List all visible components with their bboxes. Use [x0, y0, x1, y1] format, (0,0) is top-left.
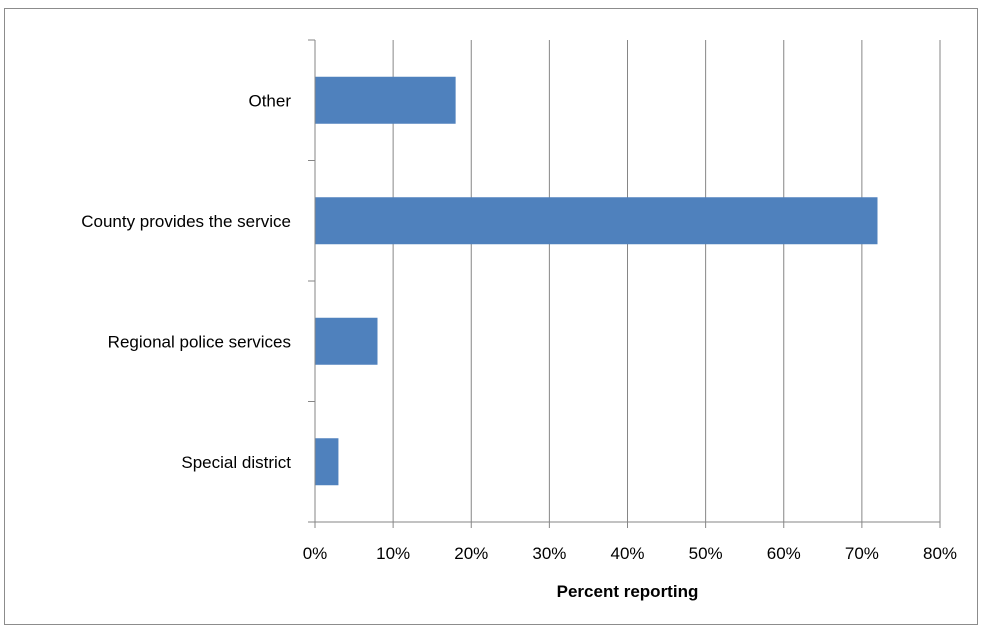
category-label: Special district — [181, 453, 291, 472]
gridlines — [392, 40, 941, 522]
x-tick-label: 0% — [303, 544, 328, 563]
bars — [315, 76, 878, 486]
x-tick-label: 80% — [923, 544, 957, 563]
x-axis-title: Percent reporting — [557, 582, 699, 601]
x-tick-label: 40% — [610, 544, 644, 563]
bar — [315, 317, 378, 365]
bar — [315, 438, 339, 486]
category-labels: Other County provides the service Regional… — [81, 91, 291, 472]
x-tick-label: 20% — [454, 544, 488, 563]
category-label: Other — [248, 91, 291, 110]
axes — [308, 39, 941, 528]
bar — [315, 197, 878, 245]
x-tick-label: 70% — [845, 544, 879, 563]
category-label: County provides the service — [81, 212, 291, 231]
x-tick-label: 60% — [767, 544, 801, 563]
x-tick-label: 10% — [376, 544, 410, 563]
bar — [315, 76, 456, 124]
x-tick-label: 30% — [532, 544, 566, 563]
category-label: Regional police services — [108, 332, 291, 351]
x-tick-labels: 0% 10% 20% 30% 40% 50% 60% 70% 80% — [303, 544, 957, 563]
x-tick-label: 50% — [689, 544, 723, 563]
